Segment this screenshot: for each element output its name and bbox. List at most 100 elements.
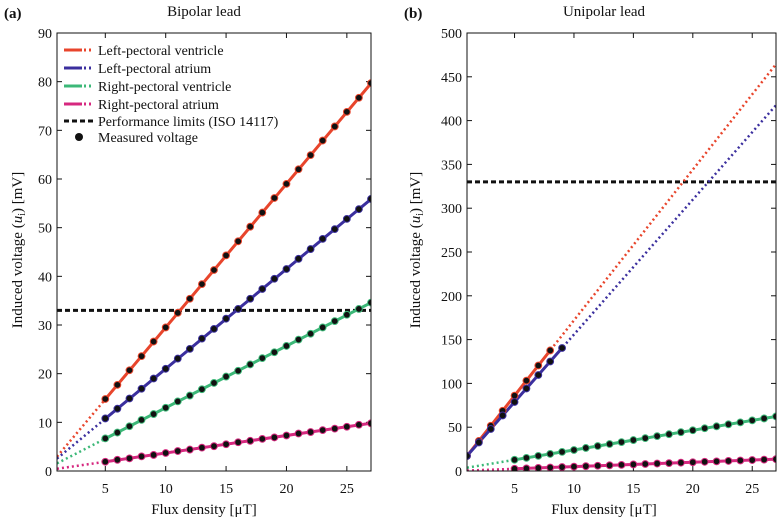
panel-a-point-left-pectoral-ventricle: [270, 194, 279, 202]
legend-label-right-pectoral-atrium: Right-pectoral atrium: [98, 98, 219, 113]
panel-a-point-right-pectoral-ventricle: [258, 354, 267, 362]
panel-b-y-tick-label: 100: [441, 377, 462, 392]
panel-b-point-left-pectoral-atrium: [522, 384, 531, 393]
panel-a-point-right-pectoral-atrium: [222, 440, 230, 449]
panel-a-y-tick-label: 0: [45, 465, 52, 480]
panel-a-point-right-pectoral-atrium: [185, 445, 194, 454]
panel-a-point-left-pectoral-ventricle: [137, 352, 146, 361]
panel-a-x-tick-label: 15: [219, 482, 233, 497]
panel-b-point-right-pectoral-atrium: [522, 464, 531, 471]
panel-a-point-left-pectoral-atrium: [101, 414, 110, 423]
panel-b-y-axis-label: Induced voltage (ui) [mV]: [408, 172, 426, 329]
panel-b-y-tick-label: 500: [441, 27, 462, 42]
panel-b-point-right-pectoral-ventricle: [510, 455, 519, 464]
panel-a-point-left-pectoral-atrium: [222, 314, 230, 323]
panel-b-x-tick-label: 10: [567, 482, 581, 497]
panel-b-point-right-pectoral-ventricle: [748, 416, 757, 425]
panel-a-point-left-pectoral-atrium: [355, 205, 363, 214]
panel-b-point-right-pectoral-ventricle: [653, 432, 662, 441]
legend-label-left-pectoral-ventricle: Left-pectoral ventricle: [98, 44, 224, 59]
panel-a-point-left-pectoral-ventricle: [222, 251, 230, 260]
panel-a-point-left-pectoral-ventricle: [246, 222, 255, 231]
legend-item-right-pectoral-ventricle: Right-pectoral ventricle: [64, 80, 231, 95]
panel-a-point-left-pectoral-atrium: [185, 344, 194, 353]
panel-a-point-right-pectoral-atrium: [101, 457, 110, 466]
legend-label-performance-limits: Performance limits (ISO 14117): [98, 115, 279, 130]
panel-a-point-right-pectoral-ventricle: [294, 335, 303, 344]
panel-b-y-tick-label: 250: [441, 246, 462, 261]
panel-a-point-left-pectoral-atrium: [173, 354, 182, 363]
panel-a-point-right-pectoral-atrium: [113, 455, 122, 464]
panel-b-point-right-pectoral-atrium: [712, 457, 721, 466]
panel-a-point-right-pectoral-atrium: [234, 438, 243, 447]
panel-b-point-right-pectoral-ventricle: [605, 440, 614, 448]
panel-a-y-tick-label: 40: [38, 270, 52, 285]
panel-b-point-right-pectoral-ventricle: [700, 424, 709, 433]
panel-b-y-tick-label: 200: [441, 290, 462, 305]
panel-a-point-right-pectoral-ventricle: [330, 317, 339, 326]
panel-b-point-right-pectoral-ventricle: [760, 414, 769, 423]
panel-a-point-left-pectoral-ventricle: [173, 308, 182, 317]
panel-b-point-right-pectoral-ventricle: [617, 438, 626, 446]
panel-a-point-right-pectoral-atrium: [270, 433, 279, 442]
panel-a-point-right-pectoral-ventricle: [125, 422, 134, 431]
panel-b-point-right-pectoral-atrium: [629, 460, 638, 469]
panel-b-point-right-pectoral-ventricle: [736, 418, 745, 427]
panel-a-point-right-pectoral-atrium: [355, 420, 363, 429]
panel-b-plot-area: 0 50 100 150 200 250 300 350 400 450 500 5 10 15 20 25: [441, 27, 777, 497]
panel-a-point-right-pectoral-ventricle: [173, 397, 182, 406]
panel-a-x-tick-label: 25: [340, 482, 354, 497]
panel-a-point-right-pectoral-atrium: [318, 426, 327, 435]
panel-a-y-tick-label: 50: [38, 222, 52, 237]
panel-a-point-left-pectoral-atrium: [294, 254, 303, 263]
panel-a-point-left-pectoral-atrium: [306, 245, 315, 253]
panel-a-point-right-pectoral-atrium: [198, 443, 206, 452]
panel-b-y-tick-label: 300: [441, 202, 462, 217]
panel-a-point-right-pectoral-ventricle: [270, 348, 279, 357]
panel-a-y-axis-label: Induced voltage (ui) [mV]: [10, 172, 28, 329]
panel-a-point-right-pectoral-ventricle: [306, 329, 315, 338]
panel-a-plot-area: 0 10 20 30 40 50 60 70 80 90 5 10 15 20 25: [38, 27, 372, 497]
panel-a-point-left-pectoral-ventricle: [258, 208, 267, 217]
legend-swatch-measured-voltage: [75, 133, 83, 141]
panel-a-y-tick-label: 90: [38, 27, 52, 42]
panel-a-bipolar-chart: (a) Bipolar lead 0 10 20 30 40 50 60 70 80 90 5 10 1…: [4, 4, 372, 518]
panel-a-point-left-pectoral-ventricle: [185, 294, 194, 303]
panel-a-point-left-pectoral-ventricle: [367, 79, 371, 88]
panel-b-point-right-pectoral-atrium: [510, 464, 519, 471]
panel-a-point-left-pectoral-ventricle: [149, 337, 158, 346]
panel-a-point-left-pectoral-ventricle: [198, 280, 206, 289]
panel-b-x-tick-label: 15: [626, 482, 640, 497]
panel-b-point-right-pectoral-ventricle: [641, 434, 650, 443]
panel-b-point-right-pectoral-ventricle: [570, 446, 578, 454]
legend-label-right-pectoral-ventricle: Right-pectoral ventricle: [98, 80, 231, 95]
panel-a-x-tick-label: 5: [102, 482, 109, 497]
panel-a-point-left-pectoral-ventricle: [210, 266, 218, 274]
panel-b-point-right-pectoral-atrium: [748, 456, 757, 464]
panel-b-point-right-pectoral-atrium: [736, 456, 745, 465]
panel-a-y-tick-label: 10: [38, 416, 52, 431]
panel-b-x-tick-label: 25: [745, 482, 759, 497]
panel-a-point-right-pectoral-ventricle: [113, 428, 122, 437]
panel-a-point-right-pectoral-ventricle: [367, 298, 371, 307]
panel-a-point-left-pectoral-atrium: [342, 215, 351, 223]
legend-label-left-pectoral-atrium: Left-pectoral atrium: [98, 62, 211, 77]
panel-b-y-tick-label: 50: [448, 421, 462, 436]
panel-a-point-left-pectoral-ventricle: [330, 122, 339, 131]
panel-b-point-right-pectoral-ventricle: [677, 428, 685, 437]
panel-a-frame: [56, 32, 372, 472]
legend-item-performance-limits: Performance limits (ISO 14117): [64, 115, 279, 130]
panel-a-point-left-pectoral-atrium: [282, 265, 291, 273]
panel-b-point-left-pectoral-atrium: [474, 438, 483, 447]
panel-b-x-tick-label: 5: [511, 482, 518, 497]
panel-a-point-left-pectoral-atrium: [113, 404, 122, 413]
panel-b-point-right-pectoral-atrium: [546, 463, 555, 471]
panel-a-y-tick-label: 60: [38, 173, 52, 188]
panel-b-point-right-pectoral-ventricle: [522, 453, 531, 462]
panel-b-point-left-pectoral-atrium: [558, 344, 566, 352]
panel-b-y-tick-label: 400: [441, 115, 462, 130]
panel-a-point-left-pectoral-ventricle: [306, 151, 315, 160]
panel-a-point-right-pectoral-ventricle: [282, 342, 291, 350]
panel-b-point-right-pectoral-atrium: [653, 459, 662, 468]
